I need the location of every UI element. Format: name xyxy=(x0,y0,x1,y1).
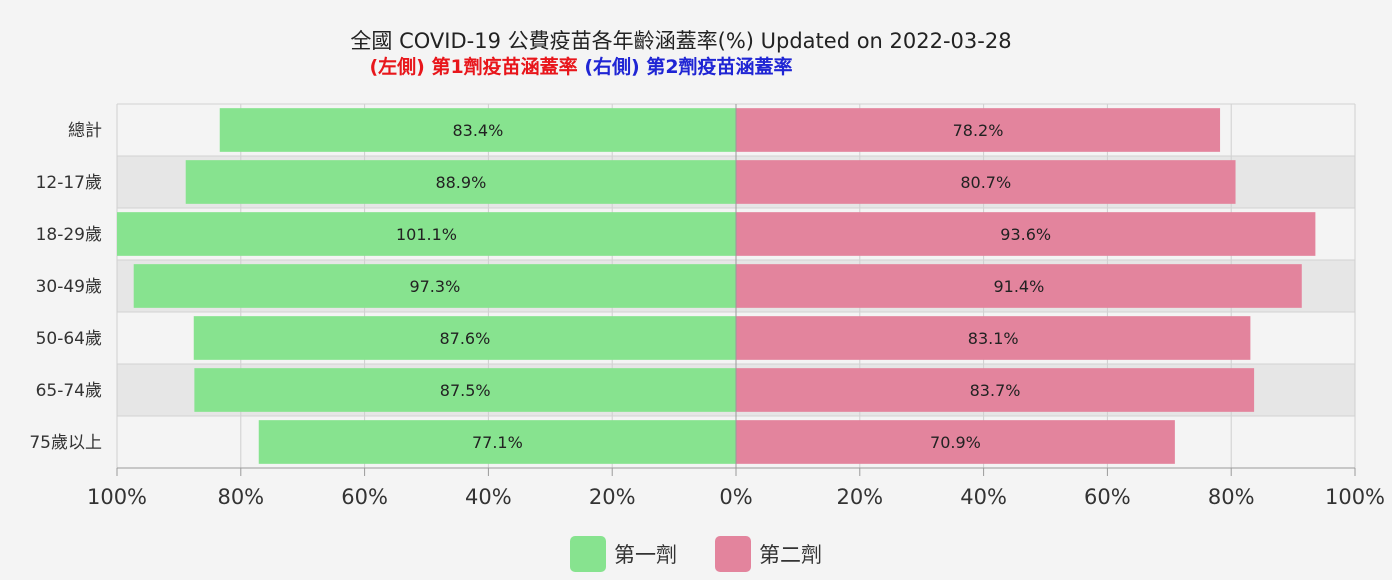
bar-dose1 xyxy=(185,160,737,204)
bar-dose1 xyxy=(133,264,736,308)
data-label-dose2: 93.6% xyxy=(1000,225,1051,244)
chart-title: 全國 COVID-19 公費疫苗各年齡涵蓋率(%) Updated on 202… xyxy=(350,29,1012,53)
subtitle-left-tag: (左側) xyxy=(369,56,425,78)
subtitle-right-tag: (右側) xyxy=(584,56,640,78)
data-label-dose1: 88.9% xyxy=(435,173,486,192)
category-label: 18-29歲 xyxy=(36,225,102,245)
bar-dose1 xyxy=(194,368,736,412)
legend-item-dose2[interactable]: 第二劑 xyxy=(715,536,822,572)
data-label-dose2: 83.1% xyxy=(968,329,1019,348)
x-tick-label: 100% xyxy=(1325,485,1385,509)
bar-dose1 xyxy=(219,108,736,152)
data-label-dose2: 91.4% xyxy=(993,277,1044,296)
chart-subtitle: (左側) 第1劑疫苗涵蓋率 (右側) 第2劑疫苗涵蓋率 xyxy=(0,52,1162,82)
data-label-dose2: 80.7% xyxy=(960,173,1011,192)
category-label: 30-49歲 xyxy=(36,277,102,297)
category-label: 65-74歲 xyxy=(36,381,102,401)
category-label: 12-17歲 xyxy=(36,173,102,193)
bar-dose1 xyxy=(117,212,736,256)
bar-dose2 xyxy=(736,368,1255,412)
x-tick-label: 60% xyxy=(341,485,388,509)
bar-dose2 xyxy=(736,264,1302,308)
x-tick-label: 40% xyxy=(960,485,1007,509)
category-label: 總計 xyxy=(68,121,102,141)
legend-swatch-dose1 xyxy=(570,536,606,572)
data-label-dose1: 77.1% xyxy=(472,433,523,452)
x-tick-label: 20% xyxy=(836,485,883,509)
x-tick-label: 100% xyxy=(87,485,147,509)
data-label-dose2: 83.7% xyxy=(970,381,1021,400)
x-tick-label: 60% xyxy=(1084,485,1131,509)
x-tick-label: 0% xyxy=(719,485,752,509)
x-tick-label: 20% xyxy=(589,485,636,509)
data-label-dose1: 101.1% xyxy=(396,225,457,244)
bar-dose2 xyxy=(736,316,1251,360)
data-label-dose1: 87.6% xyxy=(439,329,490,348)
legend-label-dose2: 第二劑 xyxy=(759,543,822,567)
x-tick-label: 80% xyxy=(217,485,264,509)
chart-plot: 83.4% 78.2% 總計 88.9% 80.7% 12-17歲 101.1% 93.6% 1… xyxy=(29,103,1385,509)
data-label-dose1: 97.3% xyxy=(409,277,460,296)
bar-dose2 xyxy=(736,160,1236,204)
data-label-dose2: 78.2% xyxy=(953,121,1004,140)
bar-dose2 xyxy=(736,420,1175,464)
data-label-dose1: 87.5% xyxy=(440,381,491,400)
x-tick-label: 40% xyxy=(465,485,512,509)
subtitle-left-text: 第1劑疫苗涵蓋率 xyxy=(431,56,578,78)
legend-item-dose1[interactable]: 第一劑 xyxy=(570,536,677,572)
bar-dose2 xyxy=(736,212,1316,256)
bar-dose1 xyxy=(258,420,736,464)
legend-label-dose1: 第一劑 xyxy=(614,543,677,567)
category-label: 50-64歲 xyxy=(36,329,102,349)
data-label-dose1: 83.4% xyxy=(452,121,503,140)
category-label: 75歲以上 xyxy=(29,433,102,453)
bar-dose2 xyxy=(736,108,1221,152)
x-tick-label: 80% xyxy=(1208,485,1255,509)
data-label-dose2: 70.9% xyxy=(930,433,981,452)
subtitle-right-text: 第2劑疫苗涵蓋率 xyxy=(646,56,793,78)
legend-swatch-dose2 xyxy=(715,536,751,572)
chart-legend: 第一劑 第二劑 xyxy=(0,536,1392,572)
bar-dose1 xyxy=(193,316,737,360)
